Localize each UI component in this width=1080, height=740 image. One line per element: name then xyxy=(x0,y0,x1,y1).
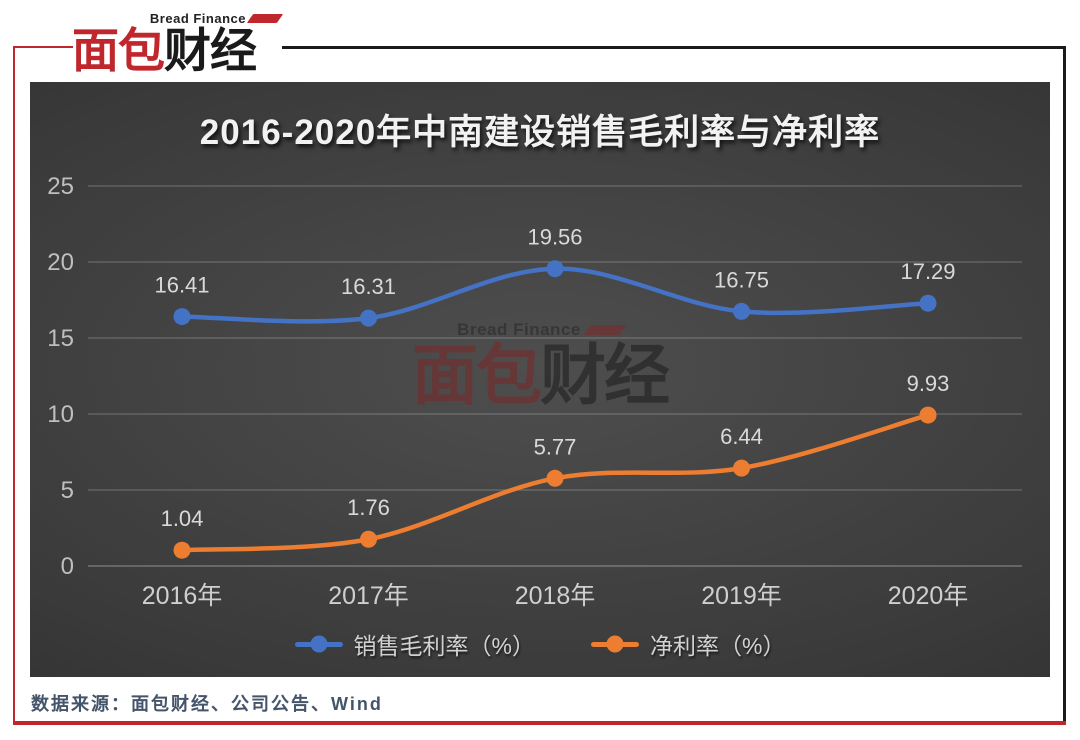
data-label: 17.29 xyxy=(900,259,955,284)
x-axis-label: 2020年 xyxy=(888,582,969,610)
data-label: 6.44 xyxy=(720,424,763,449)
y-axis-tick-label: 10 xyxy=(47,401,74,428)
legend-line-marker-icon xyxy=(591,635,639,653)
data-point xyxy=(173,308,191,326)
x-axis-label: 2016年 xyxy=(142,582,223,610)
y-axis-tick-label: 25 xyxy=(47,173,74,200)
brand-logo-wordmark: 面包财经 xyxy=(72,24,257,77)
x-axis-label: 2017年 xyxy=(328,582,409,610)
data-point xyxy=(733,459,750,477)
chart-title: 2016-2020年中南建设销售毛利率与净利率 xyxy=(199,113,881,152)
legend-label-net-margin: 净利率（%） xyxy=(650,633,786,659)
data-point xyxy=(733,302,750,320)
data-label: 1.76 xyxy=(347,495,390,520)
x-axis-label: 2018年 xyxy=(515,582,596,610)
brand-logo-black-part: 财经 xyxy=(164,24,257,77)
y-axis-tick-label: 0 xyxy=(61,553,74,580)
frame-bottom-red-line xyxy=(13,721,1066,725)
data-point xyxy=(360,309,377,327)
legend-line-marker-icon xyxy=(294,635,343,653)
legend: 销售毛利率（%） 净利率（%） xyxy=(30,627,1050,661)
brand-logo-red-part: 面包 xyxy=(72,24,165,77)
data-label: 1.04 xyxy=(161,506,204,531)
frame-right-line xyxy=(1063,46,1066,725)
data-point xyxy=(546,260,564,278)
brand-logo: Bread Finance 面包财经 xyxy=(70,5,288,77)
data-label: 16.41 xyxy=(154,273,209,298)
legend-item-net-margin: 净利率（%） xyxy=(591,627,785,661)
frame-top-red-line xyxy=(13,46,73,48)
data-point xyxy=(919,406,937,424)
data-point xyxy=(360,530,377,548)
data-source: 数据来源：面包财经、公司公告、Wind xyxy=(31,694,383,714)
brand-logo-subtitle: Bread Finance xyxy=(149,11,246,26)
brand-swoosh-icon xyxy=(246,14,284,23)
x-axis-label: 2019年 xyxy=(701,582,782,610)
data-label: 16.75 xyxy=(714,267,769,292)
data-point xyxy=(546,469,564,487)
y-axis-tick-label: 15 xyxy=(47,325,74,352)
data-point xyxy=(919,294,937,312)
y-axis-tick-label: 20 xyxy=(47,249,74,276)
legend-item-gross-margin: 销售毛利率（%） xyxy=(294,627,535,661)
data-label: 19.56 xyxy=(527,225,582,250)
legend-label-gross-margin: 销售毛利率（%） xyxy=(353,633,535,659)
chart-panel: 2016-2020年中南建设销售毛利率与净利率 Bread Finance 面包… xyxy=(30,82,1050,677)
frame-top-black-line xyxy=(282,46,1066,49)
line-chart: 0 5 10 15 20 25 2016年 2017年 2018年 2019年 2020年 16.41… xyxy=(47,173,1022,610)
data-label: 5.77 xyxy=(534,434,577,459)
data-point xyxy=(173,541,191,559)
data-label: 9.93 xyxy=(907,371,950,396)
brand-logo-subtitle-row: Bread Finance xyxy=(149,11,284,26)
frame-left-line xyxy=(13,46,15,725)
data-label: 16.31 xyxy=(341,274,396,299)
y-axis-tick-label: 5 xyxy=(61,477,74,504)
